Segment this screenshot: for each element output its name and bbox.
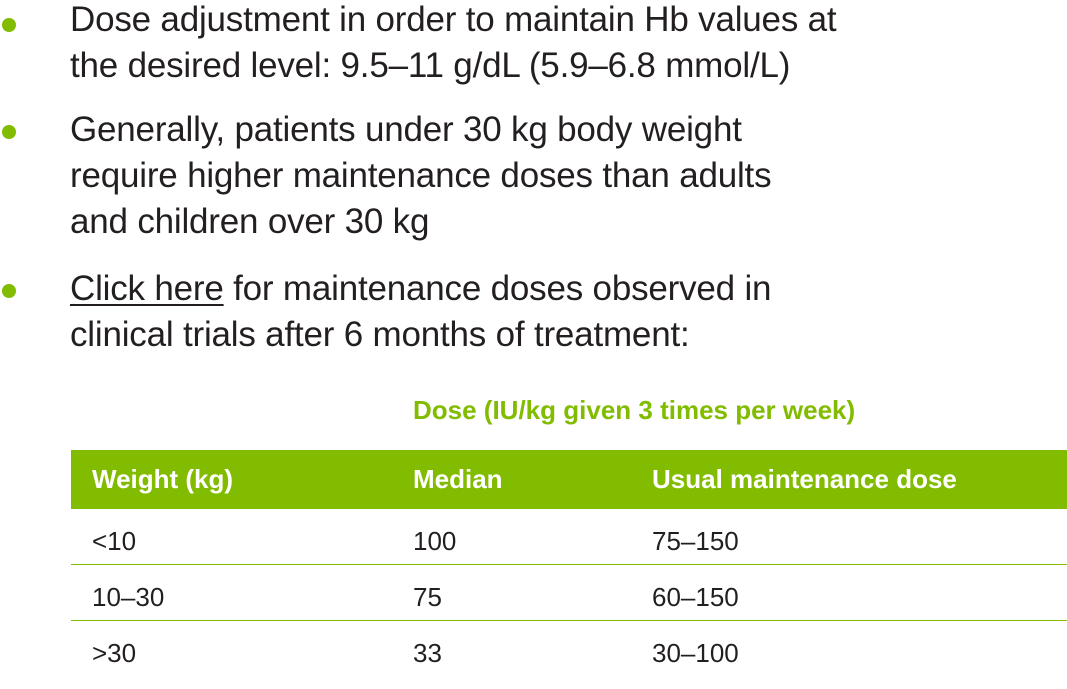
cell-weight: >30 xyxy=(92,638,137,668)
cell-median: 75 xyxy=(413,582,442,612)
bullet-text: Click here for maintenance doses observe… xyxy=(70,266,1050,358)
cell-weight: <10 xyxy=(92,526,137,556)
bullet-line: Dose adjustment in order to maintain Hb … xyxy=(70,0,837,39)
cell-median: 100 xyxy=(413,526,457,556)
cell-usual-dose: 60–150 xyxy=(652,582,739,612)
bullet-dot-icon xyxy=(2,284,16,298)
bullet-line: require higher maintenance doses than ad… xyxy=(70,156,772,195)
bullet-line: and children over 30 kg xyxy=(70,202,430,241)
bullet-dot-icon xyxy=(2,18,16,32)
bullet-line: clinical trials after 6 months of treatm… xyxy=(70,315,690,354)
bullet-line: Click here for maintenance doses observe… xyxy=(70,266,1050,312)
click-here-link[interactable]: Click here xyxy=(70,269,224,308)
header-weight: Weight (kg) xyxy=(92,464,234,494)
cell-usual-dose: 75–150 xyxy=(652,526,739,556)
header-usual-dose: Usual maintenance dose xyxy=(652,464,957,494)
bullet-line: the desired level: 9.5–11 g/dL (5.9–6.8 … xyxy=(70,46,791,85)
table-row: >30 33 30–100 xyxy=(71,621,1067,677)
table-header-row: Weight (kg) Median Usual maintenance dos… xyxy=(71,450,1067,509)
table-row: 10–30 75 60–150 xyxy=(71,565,1067,621)
bullet-dot-icon xyxy=(2,125,16,139)
cell-median: 33 xyxy=(413,638,442,668)
cell-weight: 10–30 xyxy=(92,582,165,612)
bullet-text: Generally, patients under 30 kg body wei… xyxy=(70,107,1050,245)
dose-table-caption: Dose (IU/kg given 3 times per week) xyxy=(413,395,856,425)
bullet-line-rest: for maintenance doses observed in xyxy=(223,269,772,308)
bullet-text: Dose adjustment in order to maintain Hb … xyxy=(70,0,1050,89)
bullet-line: Generally, patients under 30 kg body wei… xyxy=(70,110,742,149)
cell-usual-dose: 30–100 xyxy=(652,638,739,668)
table-row: <10 100 75–150 xyxy=(71,509,1067,565)
header-median: Median xyxy=(413,464,503,494)
maintenance-dose-table: Weight (kg) Median Usual maintenance dos… xyxy=(71,450,1067,677)
